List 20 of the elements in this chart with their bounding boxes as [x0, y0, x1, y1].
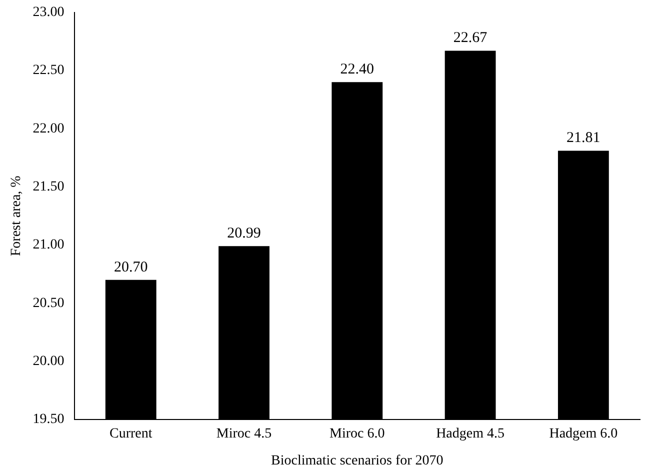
y-tick-label: 23.00 — [32, 5, 64, 20]
data-label: 20.99 — [227, 226, 261, 242]
x-tick-label: Hadgem 6.0 — [549, 426, 618, 442]
data-label: 20.70 — [114, 259, 148, 276]
y-tick-label: 22.50 — [32, 63, 64, 78]
y-tick-label: 21.00 — [32, 238, 64, 253]
x-axis-title: Bioclimatic scenarios for 2070 — [271, 453, 444, 468]
x-tick-label: Miroc 4.5 — [216, 426, 272, 442]
x-tick-label: Miroc 6.0 — [330, 426, 385, 442]
x-tick-label: Current — [109, 426, 152, 442]
y-tick-label: 19.50 — [32, 412, 64, 428]
x-tick-label: Hadgem 4.5 — [436, 426, 505, 442]
y-axis-title: Forest area, % — [9, 175, 24, 256]
y-tick-label: 22.00 — [32, 121, 64, 136]
data-label: 22.67 — [453, 30, 488, 46]
data-label: 21.81 — [566, 130, 600, 146]
y-tick-label: 20.50 — [32, 296, 64, 311]
y-tick-label: 21.50 — [32, 180, 64, 194]
y-tick-label: 20.00 — [32, 354, 64, 369]
data-label: 22.40 — [340, 62, 374, 78]
